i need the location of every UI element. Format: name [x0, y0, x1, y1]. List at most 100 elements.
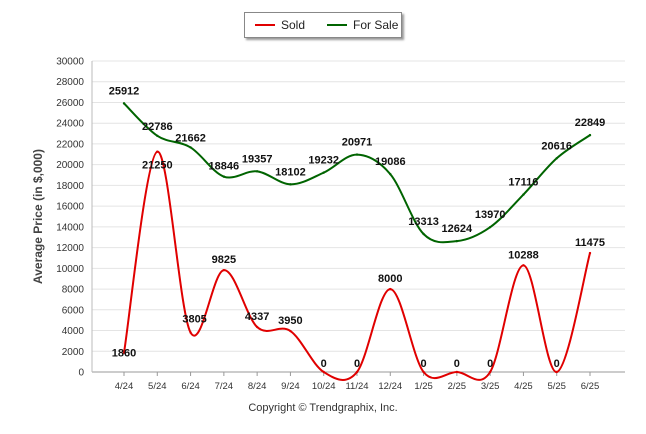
- data-label-sold: 0: [554, 358, 560, 370]
- y-tick-label: 12000: [56, 243, 84, 254]
- data-point-for-sale: [555, 157, 558, 160]
- data-point-for-sale: [455, 239, 459, 243]
- legend-swatch-sold: [255, 24, 275, 26]
- y-tick-label: 30000: [56, 57, 84, 68]
- data-point-sold: [222, 268, 226, 272]
- x-tick-label: 7/24: [215, 381, 234, 392]
- y-tick-label: 22000: [56, 139, 84, 150]
- data-point-for-sale: [422, 232, 425, 236]
- y-tick-label: 18000: [56, 181, 84, 192]
- data-label-for-sale: 19232: [308, 155, 339, 167]
- data-label-sold: 21250: [142, 160, 173, 172]
- data-label-sold: 0: [321, 358, 327, 370]
- x-tick-label: 10/24: [312, 381, 336, 392]
- y-tick-label: 10000: [56, 264, 84, 275]
- x-tick-label: 3/25: [481, 381, 500, 392]
- data-label-sold: 9825: [212, 254, 236, 266]
- legend: Sold For Sale: [244, 12, 402, 38]
- data-point-sold: [122, 351, 126, 354]
- data-point-sold: [389, 287, 392, 291]
- y-tick-label: 26000: [56, 98, 84, 109]
- y-tick-label: 16000: [56, 202, 84, 213]
- data-point-sold: [355, 370, 359, 374]
- data-point-for-sale: [488, 225, 492, 229]
- x-tick-label: 5/25: [547, 381, 566, 392]
- data-label-for-sale: 20616: [541, 140, 572, 152]
- data-label-for-sale: 19086: [375, 156, 406, 168]
- data-point-sold: [289, 329, 292, 333]
- y-tick-label: 20000: [56, 160, 84, 171]
- data-point-for-sale: [255, 170, 259, 173]
- data-point-for-sale: [588, 133, 592, 137]
- data-label-for-sale: 18102: [275, 166, 306, 178]
- data-point-for-sale: [322, 171, 325, 174]
- data-label-for-sale: 13970: [475, 209, 506, 221]
- data-point-for-sale: [355, 153, 359, 156]
- y-axis-title: Average Price (in $,000): [31, 149, 45, 284]
- data-label-for-sale: 22849: [575, 117, 606, 129]
- data-point-sold: [322, 370, 325, 374]
- data-point-sold: [588, 251, 592, 255]
- data-label-sold: 11475: [575, 237, 605, 249]
- data-point-for-sale: [522, 193, 525, 196]
- data-label-sold: 1860: [112, 348, 136, 360]
- data-point-sold: [488, 370, 492, 374]
- series-line-for-sale: [123, 102, 591, 244]
- data-label-for-sale: 20971: [342, 137, 373, 149]
- copyright-credit: Copyright © Trendgraphix, Inc.: [248, 402, 398, 414]
- y-tick-label: 14000: [56, 222, 84, 233]
- data-point-sold: [522, 264, 525, 267]
- data-point-sold: [555, 370, 558, 374]
- data-point-for-sale: [289, 183, 292, 186]
- data-label-sold: 4337: [245, 311, 269, 323]
- x-tick-label: 6/25: [581, 381, 600, 392]
- data-label-for-sale: 19357: [242, 153, 273, 165]
- data-label-sold: 0: [487, 358, 493, 370]
- data-point-sold: [455, 370, 459, 374]
- data-label-for-sale: 13313: [408, 216, 439, 228]
- x-tick-label: 2/25: [448, 381, 467, 392]
- data-point-sold: [189, 331, 192, 334]
- x-tick-label: 8/24: [248, 381, 267, 392]
- data-point-sold: [156, 150, 159, 153]
- x-tick-label: 5/24: [148, 381, 167, 392]
- x-tick-label: 6/24: [181, 381, 200, 392]
- data-label-for-sale: 18846: [209, 161, 240, 173]
- y-tick-label: 4000: [62, 326, 85, 337]
- data-label-for-sale: 25912: [109, 85, 140, 97]
- data-label-sold: 8000: [378, 273, 402, 285]
- data-label-sold: 3950: [278, 315, 302, 327]
- x-tick-label: 1/25: [414, 381, 433, 392]
- data-point-sold: [422, 370, 425, 374]
- legend-label-for-sale: For Sale: [353, 18, 399, 32]
- data-point-for-sale: [389, 172, 392, 176]
- x-tick-label: 9/24: [281, 381, 300, 392]
- data-label-for-sale: 17116: [508, 177, 538, 189]
- legend-label-sold: Sold: [281, 18, 306, 32]
- legend-item-sold[interactable]: Sold: [255, 18, 305, 32]
- data-point-for-sale: [156, 134, 159, 137]
- data-label-sold: 10288: [508, 249, 539, 261]
- legend-item-for-sale[interactable]: For Sale: [327, 18, 398, 32]
- data-label-for-sale: 12624: [442, 223, 473, 235]
- y-tick-label: 28000: [56, 77, 84, 88]
- data-point-for-sale: [122, 102, 126, 105]
- data-label-sold: 0: [421, 358, 427, 370]
- y-tick-label: 6000: [62, 305, 85, 316]
- y-tick-label: 24000: [56, 119, 84, 130]
- x-tick-label: 4/24: [115, 381, 134, 392]
- x-tick-label: 12/24: [378, 381, 402, 392]
- data-point-for-sale: [222, 175, 226, 178]
- data-label-for-sale: 21662: [175, 132, 206, 144]
- y-tick-label: 2000: [62, 347, 85, 358]
- data-label-sold: 0: [354, 358, 360, 370]
- data-label-sold: 0: [454, 358, 460, 370]
- y-tick-label: 0: [78, 368, 84, 379]
- x-tick-label: 11/24: [345, 381, 368, 392]
- data-label-for-sale: 22786: [142, 121, 173, 133]
- x-tick-label: 4/25: [514, 381, 533, 392]
- legend-swatch-for-sale: [327, 24, 348, 26]
- data-point-for-sale: [189, 146, 192, 149]
- y-tick-label: 8000: [62, 285, 85, 296]
